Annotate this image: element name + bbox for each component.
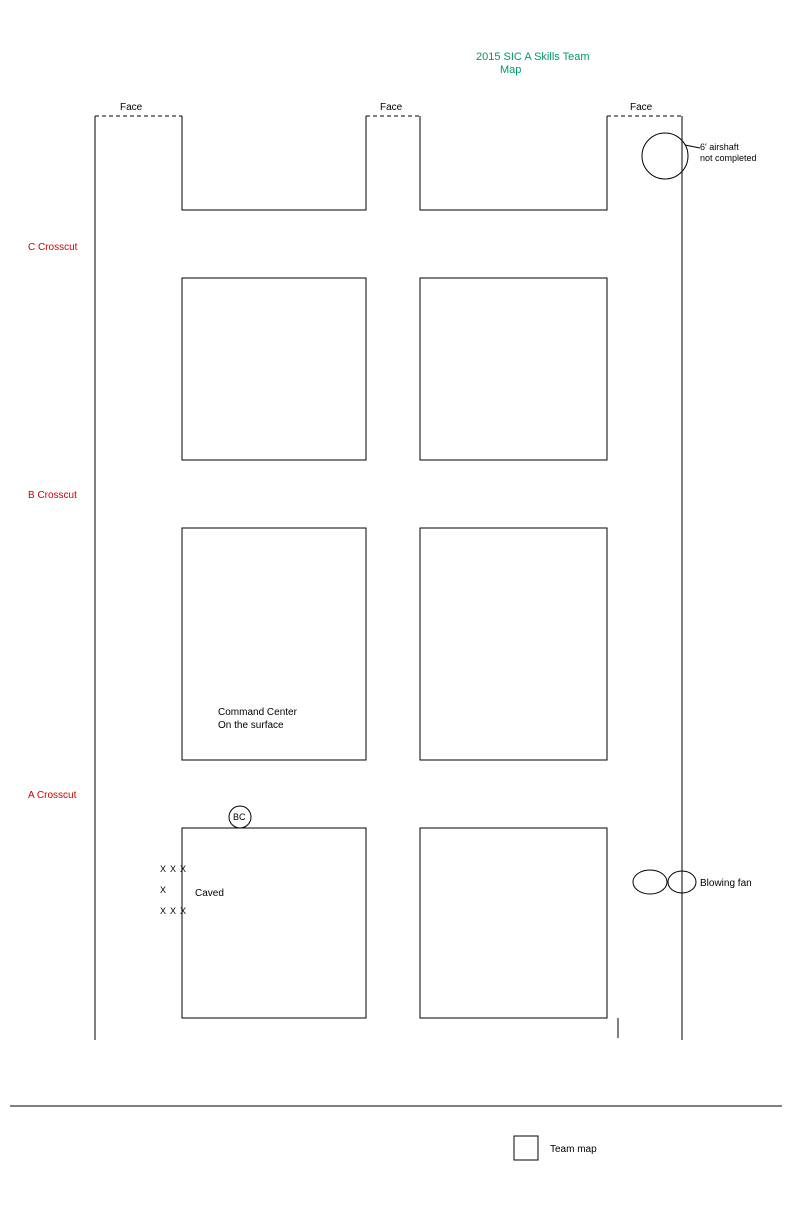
crosscut-c-label: C Crosscut xyxy=(28,242,78,253)
caved-x-icon: X xyxy=(170,864,176,874)
face-label-2: Face xyxy=(380,102,403,113)
blowing-fan-ellipse-1 xyxy=(633,870,667,894)
caved-x-icon: X xyxy=(180,906,186,916)
caved-x-icon: X xyxy=(170,906,176,916)
pillar-c-left xyxy=(182,278,366,460)
map-title-line2: Map xyxy=(500,64,521,76)
airshaft-icon xyxy=(642,133,688,179)
caved-x-icon: X xyxy=(160,864,166,874)
map-title-line1: 2015 SIC A Skills Team xyxy=(476,51,590,63)
caved-label: Caved xyxy=(195,888,224,899)
crosscut-a-label: A Crosscut xyxy=(28,790,77,801)
legend-box xyxy=(514,1136,538,1160)
pillar-b-right xyxy=(420,528,607,760)
pillar-a-left xyxy=(182,828,366,1018)
face-label-1: Face xyxy=(120,102,143,113)
blowing-fan-label: Blowing fan xyxy=(700,878,752,889)
caved-x-icon: X xyxy=(180,864,186,874)
command-center-line1: Command Center xyxy=(218,707,298,718)
pillar-top-left xyxy=(182,116,366,210)
airshaft-label-2: not completed xyxy=(700,153,757,163)
pillar-a-right xyxy=(420,828,607,1018)
face-label-3: Face xyxy=(630,102,653,113)
airshaft-label-1: 6' airshaft xyxy=(700,142,739,152)
caved-x-icon: X xyxy=(160,906,166,916)
caved-x-icon: X xyxy=(160,885,166,895)
crosscut-b-label: B Crosscut xyxy=(28,490,77,501)
pillar-c-right xyxy=(420,278,607,460)
legend-label: Team map xyxy=(550,1144,597,1155)
mine-map-diagram: 2015 SIC A Skills Team Map Face Face Fac… xyxy=(0,0,792,1224)
bc-label: BC xyxy=(233,812,246,822)
command-center-line2: On the surface xyxy=(218,720,284,731)
pillar-top-right xyxy=(420,116,607,210)
airshaft-leader xyxy=(685,145,700,148)
